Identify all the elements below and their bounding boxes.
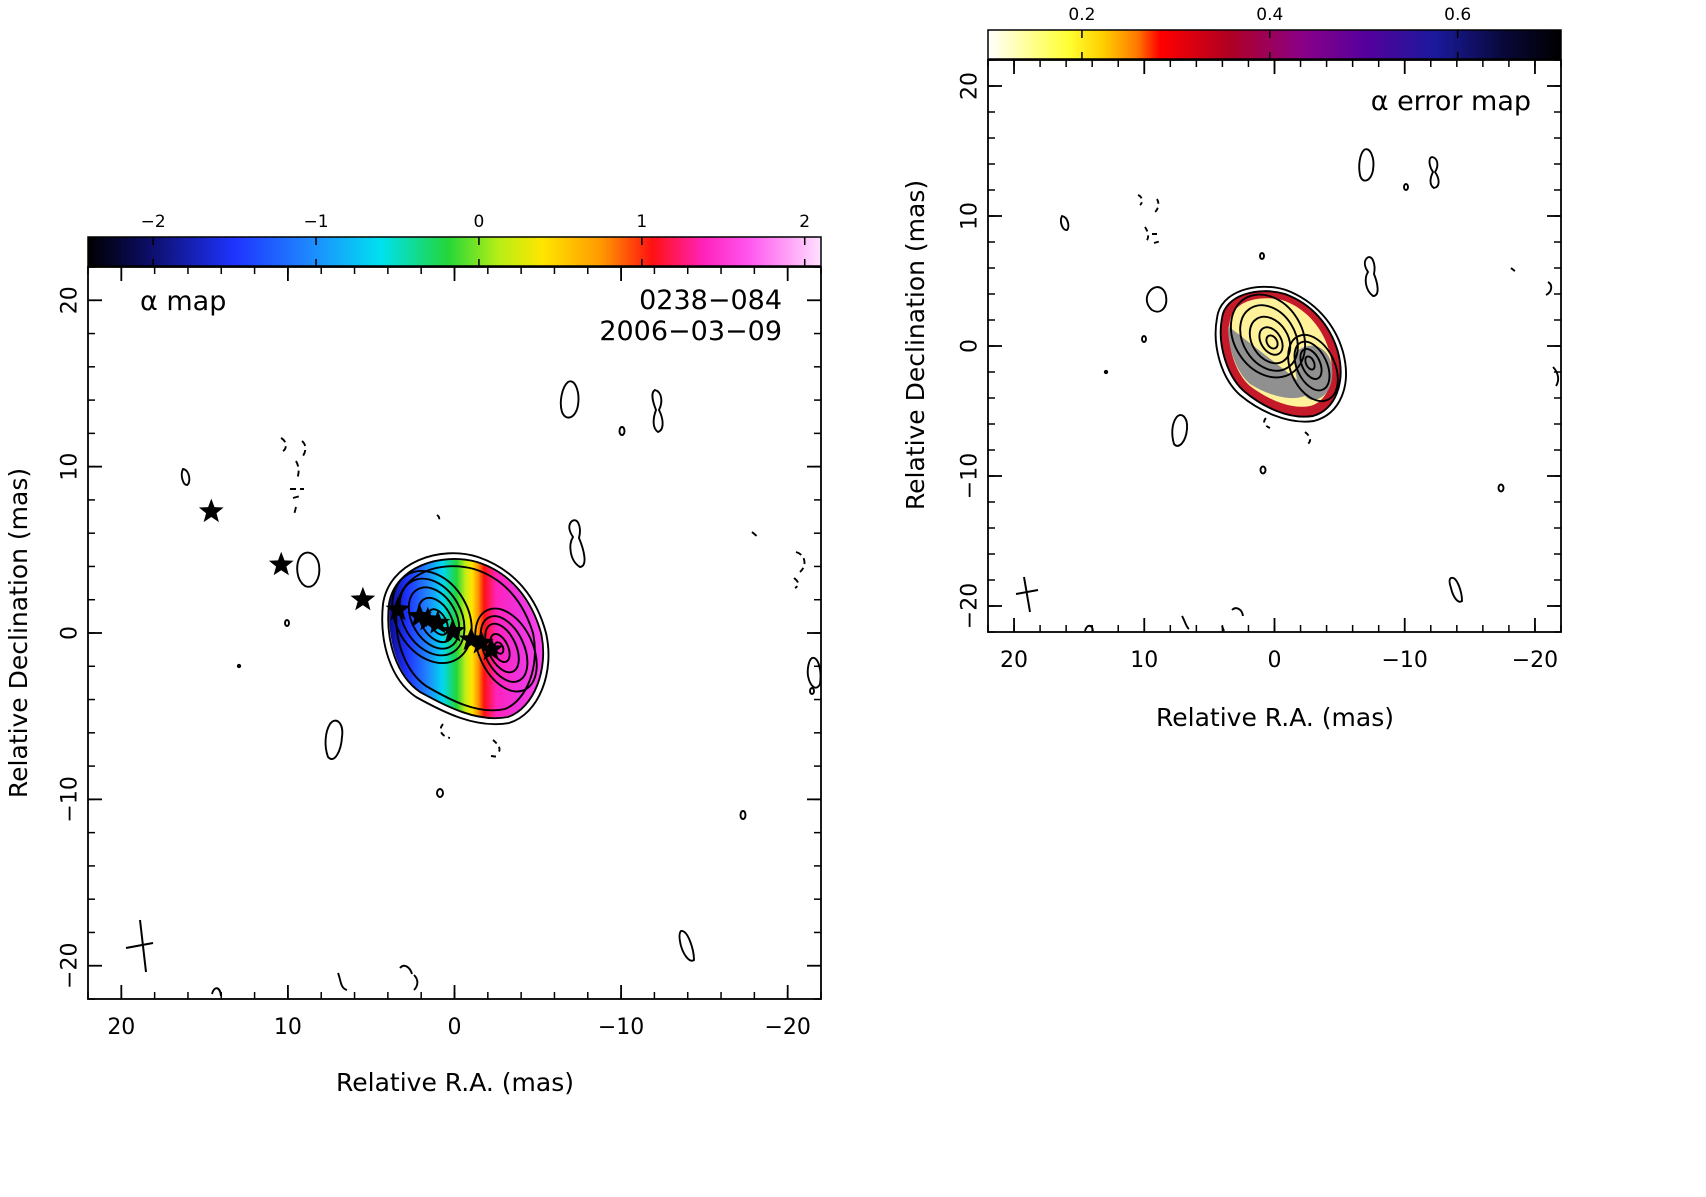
alpha-y-tick-label: 10 — [58, 453, 83, 481]
component-star-marker — [198, 498, 224, 523]
error-map-xlabel: Relative R.A. (mas) — [1156, 703, 1394, 732]
alpha-colorbar-tick-label: 0 — [474, 212, 485, 232]
error-colorbar-tick-label: 0.2 — [1068, 5, 1095, 25]
alpha-map-ylabel: Relative Declination (mas) — [4, 468, 33, 798]
alpha-colorbar — [87, 236, 822, 267]
error-colorbar-tick-label: 0.6 — [1444, 5, 1471, 25]
error-beam-cross — [1015, 576, 1039, 613]
error-map-image — [1015, 148, 1560, 632]
error-x-tick-label: −10 — [1382, 648, 1428, 673]
error-map-gray-region — [1228, 326, 1305, 399]
component-star-marker — [415, 606, 441, 631]
alpha-y-tick-label: −10 — [58, 776, 83, 822]
error-map-gray-region-2 — [1294, 345, 1333, 400]
alpha-map-panel: −2 −1 0 1 2 — [4, 212, 822, 1097]
alpha-y-tick-label: 20 — [58, 286, 83, 314]
observation-date: 2006−03−09 — [599, 316, 782, 347]
error-colorbar-ticks: 0.2 0.4 0.6 — [1068, 5, 1471, 60]
component-star-marker — [385, 596, 411, 621]
error-map-ylabel: Relative Declination (mas) — [901, 180, 930, 510]
alpha-map-axis-ticks: 20 10 0 −10 −20 20 10 0 −10 −20 — [58, 266, 822, 1040]
alpha-map-noise-contours — [180, 380, 821, 997]
component-star-marker — [407, 603, 432, 627]
alpha-y-tick-label: −20 — [58, 943, 83, 989]
alpha-map-title: α map — [140, 286, 226, 317]
alpha-map-image — [125, 380, 821, 997]
error-map-axis-ticks: 20 10 0 −10 −20 20 10 0 −10 −20 — [958, 59, 1562, 673]
error-map-title: α error map — [1371, 86, 1531, 117]
component-star-marker — [268, 551, 294, 576]
alpha-x-tick-label: 10 — [274, 1015, 302, 1040]
source-name: 0238−084 — [639, 285, 782, 316]
error-x-tick-label: −20 — [1512, 648, 1558, 673]
alpha-error-map-panel: 0.2 0.4 0.6 — [901, 5, 1562, 732]
error-x-tick-label: 20 — [1000, 648, 1028, 673]
component-star-marker — [478, 636, 504, 661]
alpha-map-xlabel: Relative R.A. (mas) — [336, 1068, 574, 1097]
component-star-marker — [425, 610, 451, 634]
alpha-y-tick-label: 0 — [58, 626, 83, 640]
error-y-tick-label: −10 — [958, 453, 983, 499]
error-y-tick-label: −20 — [958, 583, 983, 629]
component-markers — [198, 498, 504, 661]
alpha-x-tick-label: 20 — [107, 1015, 135, 1040]
error-colorbar-tick-label: 0.4 — [1256, 5, 1283, 25]
error-map-contours — [1214, 285, 1347, 423]
component-star-marker — [440, 618, 466, 642]
component-star-marker — [350, 586, 376, 611]
alpha-colorbar-tick-label: −2 — [141, 212, 166, 232]
alpha-x-tick-label: −20 — [764, 1015, 810, 1040]
alpha-colorbar-tick-label: 1 — [636, 212, 647, 232]
alpha-colorbar-tick-label: 2 — [799, 212, 810, 232]
beam-cross — [125, 919, 154, 973]
error-y-tick-label: 0 — [958, 339, 983, 353]
alpha-x-tick-label: 0 — [448, 1015, 462, 1040]
error-map-noise-contours — [1060, 148, 1560, 632]
alpha-colorbar-ticks: −2 −1 0 1 2 — [141, 212, 810, 267]
error-y-tick-label: 10 — [958, 202, 983, 230]
error-x-tick-label: 0 — [1268, 648, 1282, 673]
alpha-x-tick-label: −10 — [598, 1015, 644, 1040]
alpha-colorbar-tick-label: −1 — [304, 212, 329, 232]
component-star-marker — [458, 626, 484, 651]
error-colorbar — [987, 29, 1562, 60]
error-y-tick-label: 20 — [958, 72, 983, 100]
error-x-tick-label: 10 — [1130, 648, 1158, 673]
component-star-marker — [468, 630, 494, 654]
